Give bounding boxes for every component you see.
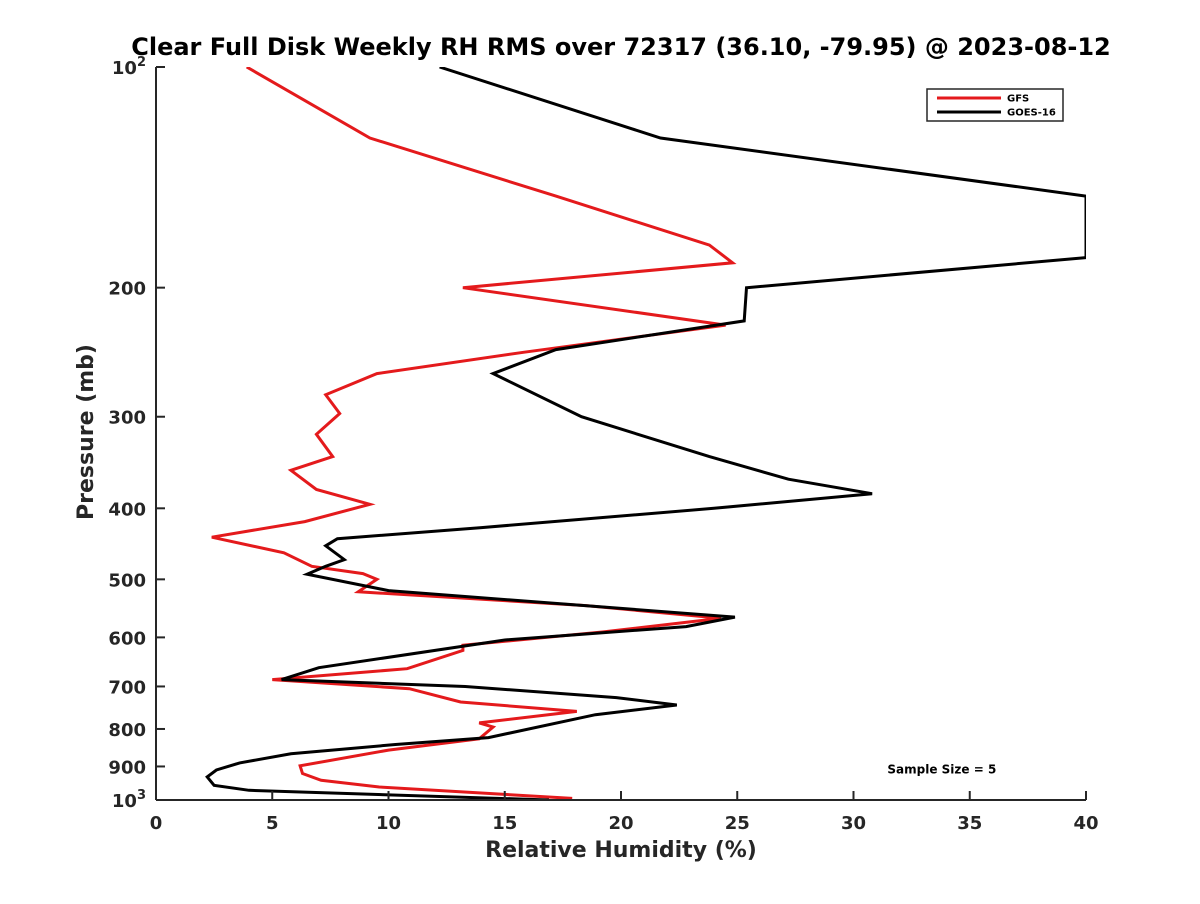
legend-label: GFS (1007, 94, 1029, 105)
sample-size-annotation: Sample Size = 5 (887, 762, 996, 776)
x-tick-label: 35 (957, 813, 982, 834)
y-tick-label: 400 (108, 499, 146, 520)
y-tick-label: 600 (108, 628, 146, 649)
y-tick-label: 500 (108, 570, 146, 591)
x-tick-label: 15 (492, 813, 517, 834)
plot-area: 0 5 10 15 20 25 30 35 40 102 200 300 400 500 600 700 800… (108, 55, 1098, 834)
y-tick-label: 700 (108, 677, 146, 698)
legend-label: GOES-16 (1007, 108, 1056, 119)
series-line-goes-16 (205, 67, 1086, 800)
series-line-gfs (211, 67, 737, 800)
x-tick-label: 25 (725, 813, 750, 834)
y-axis-label: Pressure (mb) (74, 344, 99, 520)
chart-title: Clear Full Disk Weekly RH RMS over 72317… (131, 33, 1111, 61)
x-tick-label: 30 (841, 813, 866, 834)
y-tick-label: 800 (108, 720, 146, 741)
y-tick-label: 102 (112, 55, 146, 79)
y-tick-label: 300 (108, 408, 146, 429)
x-tick-label: 5 (266, 813, 279, 834)
x-tick-label: 0 (150, 813, 163, 834)
y-tick-label: 103 (112, 788, 146, 812)
y-tick-label: 900 (108, 757, 146, 778)
x-tick-label: 10 (376, 813, 401, 834)
x-axis-label: Relative Humidity (%) (485, 838, 757, 863)
x-tick-label: 20 (608, 813, 633, 834)
y-tick-label: 200 (108, 279, 146, 300)
x-tick-label: 40 (1073, 813, 1098, 834)
legend-box (926, 88, 1064, 122)
